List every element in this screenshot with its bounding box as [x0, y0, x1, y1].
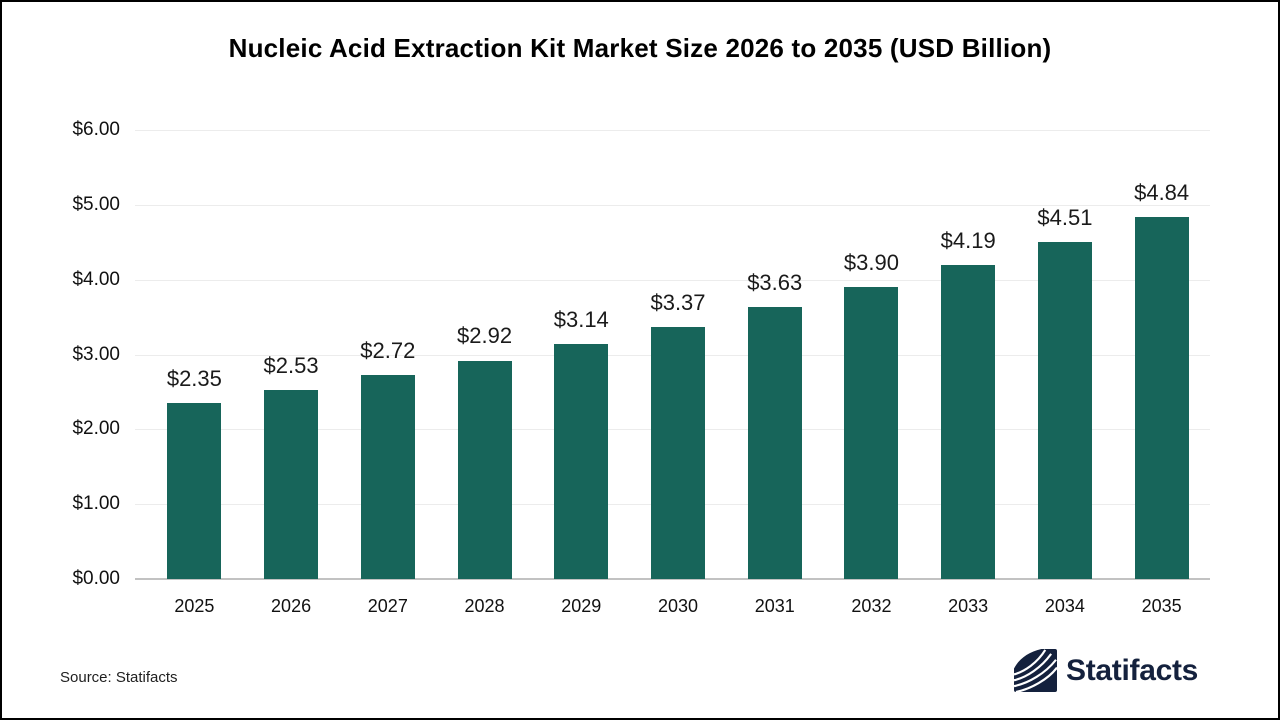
bar-2034: [1037, 241, 1092, 579]
source-text: Source: Statifacts: [60, 669, 178, 686]
y-axis-tick-label: $0.00: [72, 568, 120, 589]
bar-2027: [360, 375, 415, 579]
bar-2026: [264, 389, 319, 579]
x-axis-tick-label-2027: 2027: [367, 596, 408, 616]
chart-title: Nucleic Acid Extraction Kit Market Size …: [228, 33, 1052, 63]
x-axis-tick-label-2025: 2025: [174, 596, 215, 616]
x-axis-tick-label-2029: 2029: [561, 596, 602, 616]
y-axis-tick-label: $1.00: [72, 493, 120, 515]
plot-area: $0.00 $1.00 $2.00 $3.00 $4.00 $5.00 $6.00 $2.35…: [72, 119, 1210, 616]
bar-value-label-2025: $2.35: [166, 366, 222, 392]
bar-value-label-2030: $3.37: [650, 289, 706, 315]
bar-2032: [844, 287, 899, 579]
bar-value-label-2028: $2.92: [457, 323, 513, 349]
bar-value-label-2035: $4.84: [1134, 179, 1190, 205]
x-axis-line: [135, 578, 1210, 580]
bar-2028: [457, 360, 512, 579]
bar-value-label-2033: $4.19: [940, 228, 996, 254]
statifacts-logo-icon: [1013, 649, 1058, 694]
y-axis-tick-label: $3.00: [72, 343, 120, 365]
x-axis-tick-label-2028: 2028: [464, 596, 505, 616]
x-axis-tick-label-2031: 2031: [754, 596, 795, 616]
bar-value-label-2031: $3.63: [747, 270, 803, 296]
brand-logo: Statifacts: [1013, 649, 1199, 694]
bar-2030: [651, 326, 705, 579]
bar-2035: [1134, 216, 1189, 579]
x-axis-tick-label-2033: 2033: [948, 596, 989, 616]
bar-2029: [554, 344, 609, 579]
gridline-$4.00: [135, 279, 1210, 281]
x-axis-tick-label-2032: 2032: [851, 596, 892, 616]
bar-2033: [941, 265, 996, 579]
bar-value-label-2026: $2.53: [263, 352, 319, 378]
bar-value-label-2034: $4.51: [1037, 204, 1093, 230]
bar-value-label-2032: $3.90: [843, 250, 899, 276]
bar-2031: [747, 307, 802, 579]
y-axis-tick-label: $5.00: [72, 193, 120, 215]
x-axis-tick-label-2034: 2034: [1044, 596, 1085, 616]
bar-2025: [167, 403, 222, 579]
y-axis-tick-label: $2.00: [72, 418, 120, 440]
x-axis-tick-label-2026: 2026: [271, 596, 312, 616]
bar-value-label-2029: $3.14: [553, 307, 609, 333]
brand-name: Statifacts: [1066, 653, 1199, 687]
x-axis-tick-label-2030: 2030: [657, 596, 699, 616]
y-axis-tick-label: $4.00: [72, 268, 120, 290]
x-axis-tick-label-2035: 2035: [1141, 596, 1182, 616]
bar-value-label-2027: $2.72: [360, 338, 416, 364]
y-axis-tick-label: $6.00: [72, 119, 120, 140]
gridline-$6.00: [135, 130, 1210, 131]
gridline-$5.00: [135, 204, 1210, 206]
